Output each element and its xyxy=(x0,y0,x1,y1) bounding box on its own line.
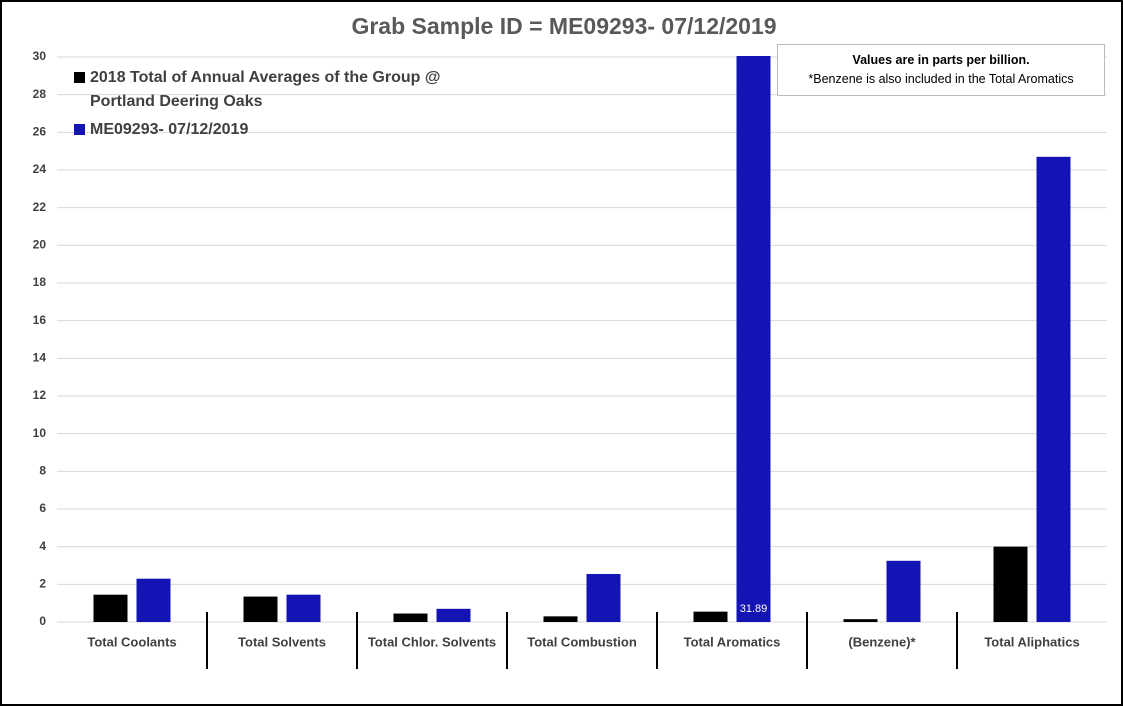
y-tick-label: 16 xyxy=(33,313,47,327)
bar xyxy=(1036,156,1071,623)
y-tick-label: 14 xyxy=(33,351,47,365)
y-tick-label: 26 xyxy=(33,125,47,139)
bar xyxy=(843,619,878,622)
bar xyxy=(243,596,278,622)
bar xyxy=(93,594,128,622)
y-tick-label: 8 xyxy=(39,464,46,478)
y-tick-label: 28 xyxy=(33,87,47,101)
y-tick-label: 18 xyxy=(33,275,47,289)
bar xyxy=(886,560,921,622)
chart-title: Grab Sample ID = ME09293- 07/12/2019 xyxy=(351,13,776,39)
legend-label: 2018 Total of Annual Averages of the Gro… xyxy=(90,69,441,110)
bar xyxy=(286,594,321,622)
x-tick-label: Total Aromatics xyxy=(684,634,781,649)
y-tick-label: 2 xyxy=(39,577,46,591)
x-tick-label: Total Aliphatics xyxy=(984,634,1079,649)
bar xyxy=(993,546,1028,622)
y-tick-label: 22 xyxy=(33,200,47,214)
y-tick-label: 20 xyxy=(33,238,47,252)
bar xyxy=(543,616,578,622)
bars xyxy=(93,56,1071,623)
y-tick-label: 24 xyxy=(33,162,47,176)
bar xyxy=(586,573,621,622)
legend-label: ME09293- 07/12/2019 xyxy=(90,121,249,138)
note-line: *Benzene is also included in the Total A… xyxy=(808,72,1074,86)
x-tick-label: Total Solvents xyxy=(238,634,326,649)
note-box: Values are in parts per billion. *Benzen… xyxy=(777,44,1105,96)
legend-swatch xyxy=(74,124,85,135)
x-tick-label: Total Coolants xyxy=(87,634,176,649)
bar xyxy=(393,613,428,622)
y-tick-label: 10 xyxy=(33,426,47,440)
bar xyxy=(436,608,471,622)
x-tick-label: Total Combustion xyxy=(527,634,637,649)
bar xyxy=(736,56,771,622)
x-tick-label: Total Chlor. Solvents xyxy=(368,634,496,649)
y-tick-label: 4 xyxy=(39,539,46,553)
x-tick-label: (Benzene)* xyxy=(848,634,916,649)
note-line: Values are in parts per billion. xyxy=(852,53,1030,67)
legend-item: ME09293- 07/12/2019 xyxy=(74,118,474,142)
legend: 2018 Total of Annual Averages of the Gro… xyxy=(74,66,474,146)
legend-item: 2018 Total of Annual Averages of the Gro… xyxy=(74,66,474,114)
y-tick-label: 0 xyxy=(39,614,46,628)
legend-swatch xyxy=(74,72,85,83)
data-label: 31.89 xyxy=(740,603,768,615)
y-tick-label: 6 xyxy=(39,501,46,515)
y-tick-label: 12 xyxy=(33,388,47,402)
bar xyxy=(693,611,728,622)
bar xyxy=(136,578,171,622)
y-tick-label: 30 xyxy=(33,49,47,63)
